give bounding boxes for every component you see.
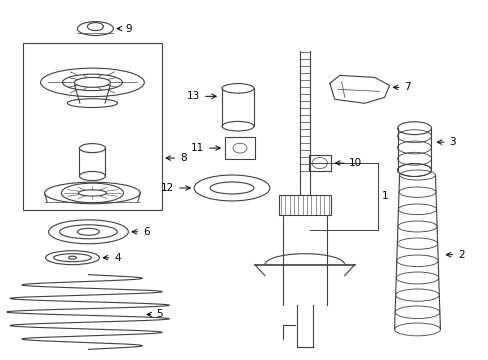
Bar: [22, 42, 162, 210]
Text: 8: 8: [166, 153, 186, 163]
Text: 12: 12: [161, 183, 190, 193]
Text: 9: 9: [117, 24, 132, 33]
Text: 1: 1: [381, 191, 387, 201]
Bar: [278, 195, 330, 215]
Bar: [308, 155, 330, 171]
Text: 6: 6: [132, 227, 150, 237]
Text: 13: 13: [186, 91, 216, 101]
Text: 11: 11: [190, 143, 220, 153]
Text: 10: 10: [335, 158, 361, 168]
Text: 2: 2: [446, 250, 464, 260]
Text: 3: 3: [436, 137, 455, 147]
Text: 5: 5: [147, 310, 163, 319]
Text: 4: 4: [103, 253, 121, 263]
Text: 7: 7: [393, 82, 410, 93]
